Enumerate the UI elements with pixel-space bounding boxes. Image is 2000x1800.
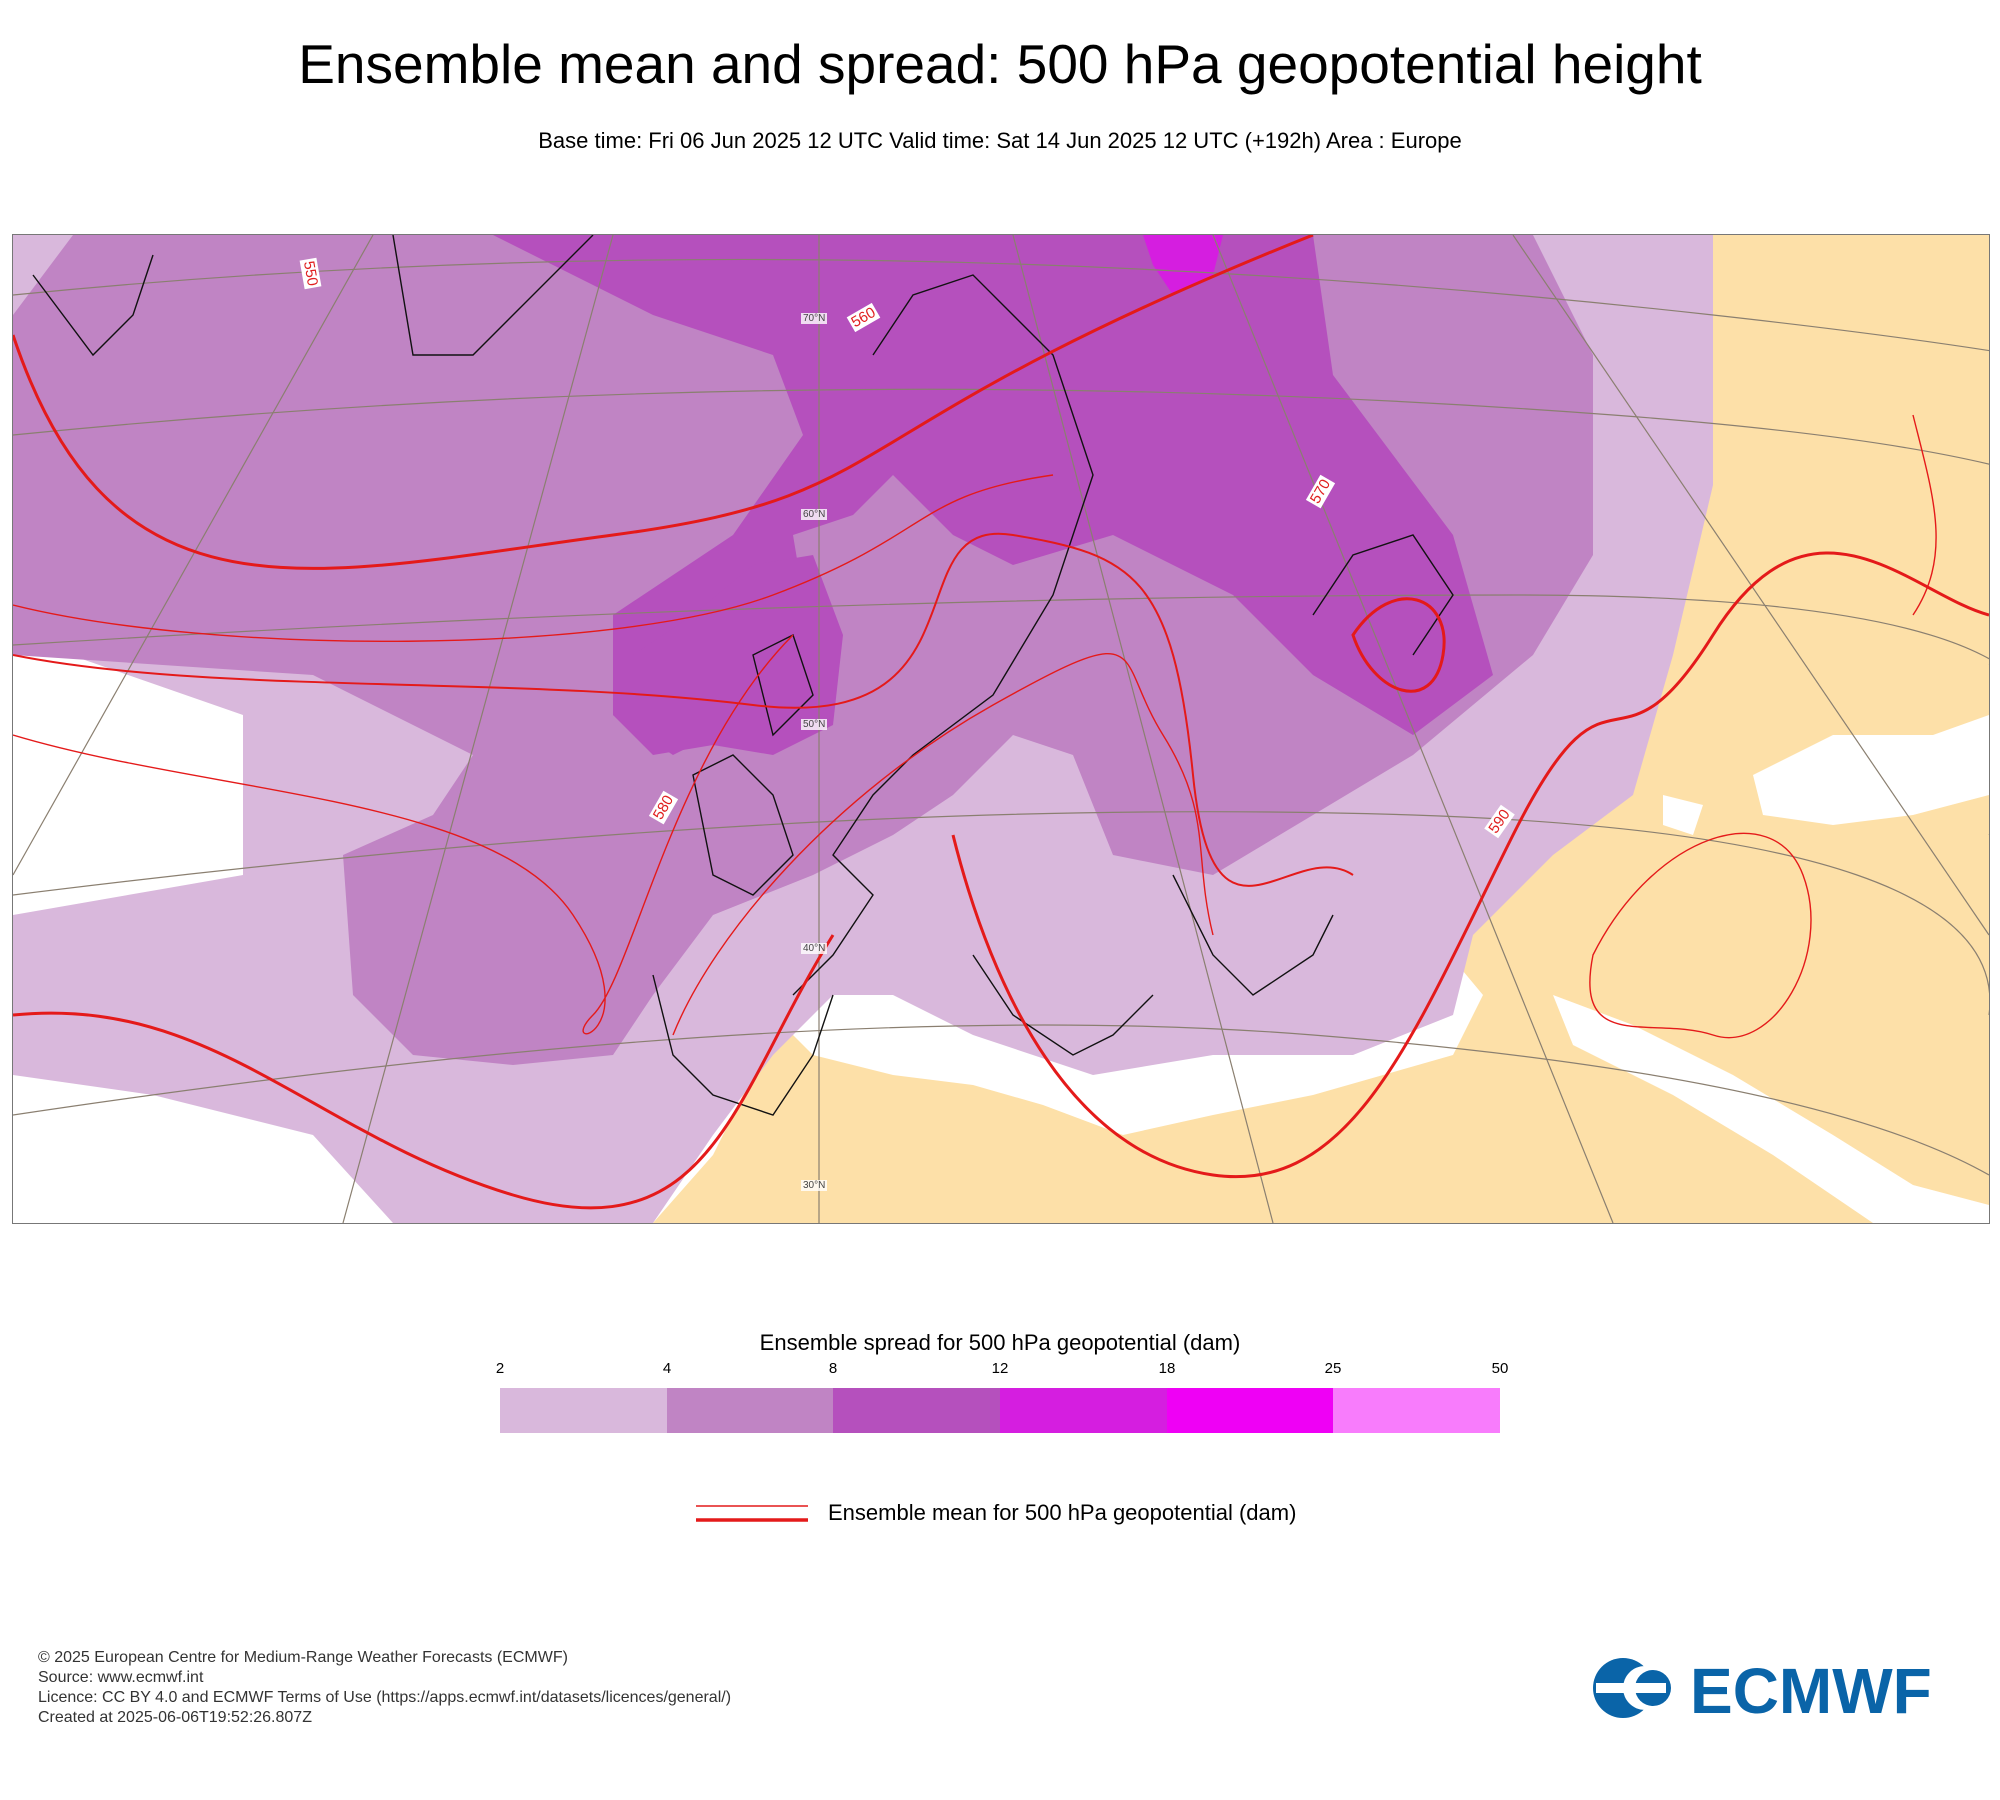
spread-8-12-uk	[613, 555, 843, 755]
map-canvas	[13, 235, 1989, 1223]
lat-label-50n: 50°N	[801, 719, 828, 730]
cbar-tick-25: 25	[1324, 1360, 1342, 1377]
cbar-tick-4: 4	[662, 1360, 672, 1377]
footer-created: Created at 2025-06-06T19:52:26.807Z	[38, 1709, 312, 1726]
lat-label-40n: 40°N	[801, 943, 828, 954]
lat-label-70n: 70°N	[801, 313, 828, 324]
cbar-tick-50: 50	[1491, 1360, 1509, 1377]
sea-caspian	[1663, 795, 1703, 835]
mean-legend-label: Ensemble mean for 500 hPa geopotential (…	[828, 1500, 1297, 1525]
mean-line-legend-swatch	[696, 1505, 808, 1522]
footer: © 2025 European Centre for Medium-Range …	[38, 1648, 731, 1728]
chart-subtitle: Base time: Fri 06 Jun 2025 12 UTC Valid …	[538, 128, 1462, 153]
spread-colorbar	[500, 1388, 1501, 1433]
ecmwf-logo-text: ECMWF	[1690, 1655, 1932, 1721]
cbar-tick-18: 18	[1158, 1360, 1176, 1377]
cbar-tick-12: 12	[991, 1360, 1009, 1377]
cbar-swatch-2-4	[500, 1388, 667, 1433]
footer-source: Source: www.ecmwf.int	[38, 1669, 204, 1686]
footer-copyright: © 2025 European Centre for Medium-Range …	[38, 1649, 568, 1666]
cbar-swatch-4-8	[666, 1388, 834, 1433]
cbar-swatch-18-25	[1166, 1388, 1334, 1433]
coastlines	[32, 235, 1454, 1116]
cbar-swatch-12-18	[1000, 1388, 1167, 1433]
lat-label-60n: 60°N	[801, 509, 828, 520]
spread-legend-title: Ensemble spread for 500 hPa geopotential…	[759, 1330, 1241, 1355]
lat-label-30n: 30°N	[801, 1180, 828, 1191]
cbar-swatch-8-12	[833, 1388, 1001, 1433]
footer-licence: Licence: CC BY 4.0 and ECMWF Terms of Us…	[38, 1689, 732, 1706]
cbar-tick-8: 8	[828, 1360, 838, 1377]
sea-red	[1553, 995, 1989, 1223]
chart-title: Ensemble mean and spread: 500 hPa geopot…	[298, 33, 1702, 95]
ecmwf-logo: ECMWF	[1593, 1655, 1932, 1721]
cbar-swatch-25-50	[1333, 1388, 1501, 1433]
cbar-tick-2: 2	[495, 1360, 505, 1377]
sea-black	[1753, 715, 1989, 825]
map-panel[interactable]: 70°N 60°N 50°N 40°N 30°N 550 560 570 580…	[12, 234, 1990, 1224]
mean-contours	[13, 235, 1989, 1210]
